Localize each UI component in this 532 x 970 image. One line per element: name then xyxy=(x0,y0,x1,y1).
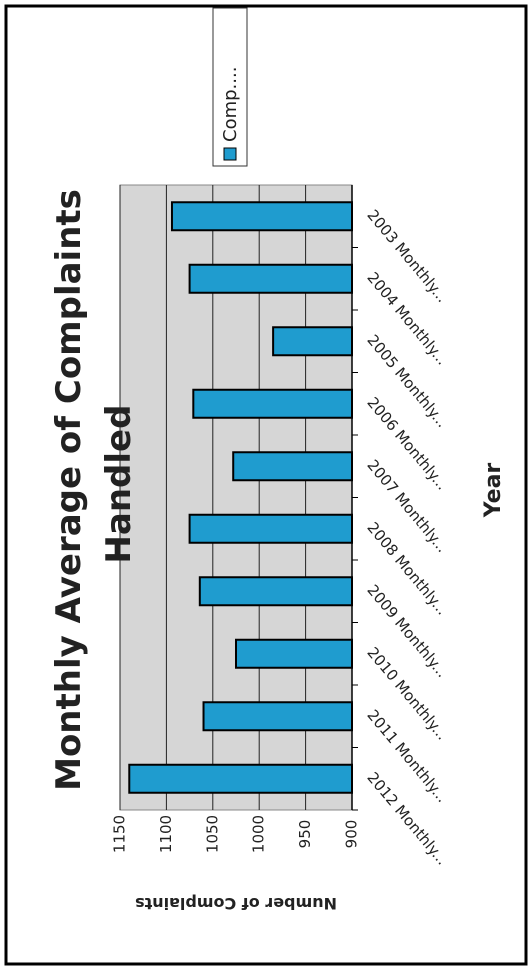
y-tick-label: 1000 xyxy=(250,815,268,853)
legend-label: Comp.... xyxy=(220,67,241,142)
bar xyxy=(170,201,353,232)
bar xyxy=(235,638,353,669)
legend xyxy=(212,7,248,167)
y-tick-label: 1100 xyxy=(157,815,175,853)
y-axis-title: Number of Complaints xyxy=(135,894,337,913)
bar xyxy=(232,451,353,482)
bar xyxy=(192,388,353,419)
bar xyxy=(198,576,353,607)
y-tick-label: 1050 xyxy=(203,815,221,853)
bar xyxy=(202,701,353,732)
bar xyxy=(272,326,353,357)
bar xyxy=(188,513,353,544)
y-tick-label: 900 xyxy=(343,820,361,849)
bar xyxy=(188,263,353,294)
y-tick-label: 950 xyxy=(296,820,314,849)
x-axis-title: Year xyxy=(481,463,506,519)
bar xyxy=(128,763,353,794)
y-tick-label: 1150 xyxy=(111,815,129,853)
chart-title: Monthly Average of Complaints Handled xyxy=(49,189,139,791)
legend-swatch xyxy=(223,147,237,161)
